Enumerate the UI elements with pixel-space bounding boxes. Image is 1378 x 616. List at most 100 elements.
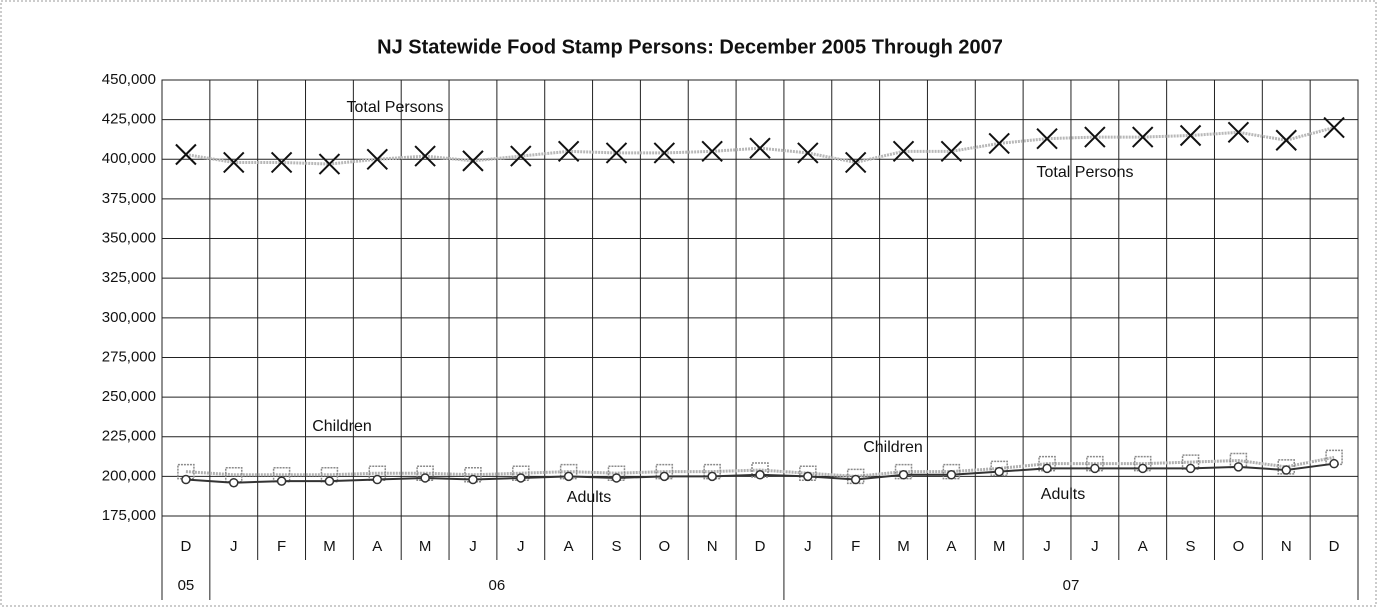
y-tick-label: 375,000 [102,190,156,207]
x-tick-label: D [180,538,191,555]
marker-x [701,140,723,163]
x-tick-label: O [658,538,670,555]
x-tick-label: N [707,538,718,555]
marker-x [366,148,388,170]
marker-circle [850,474,861,485]
x-tick-label: A [1138,538,1148,555]
x-tick-label: J [517,538,525,555]
marker-x [1036,127,1058,150]
marker-x [1132,126,1154,148]
y-tick-label: 175,000 [102,507,156,524]
marker-x [223,151,245,174]
annotation: Adults [1041,486,1085,503]
marker-x [1227,121,1250,144]
x-tick-label: S [611,538,621,555]
marker-x [557,140,580,163]
marker-circle [755,470,765,480]
x-tick-label: F [851,538,860,555]
marker-x [1084,126,1106,148]
marker-circle [1281,465,1291,475]
x-tick-label: J [1043,538,1051,555]
x-tick-label: O [1233,538,1245,555]
y-tick-label: 325,000 [102,269,156,286]
plot-border [161,79,1359,517]
y-tick-label: 275,000 [102,348,156,365]
marker-circle [898,470,909,480]
x-tick-label: N [1281,538,1292,555]
marker-x [1323,116,1345,139]
marker-x [414,145,436,167]
series-line [185,455,1335,478]
x-tick-label: J [804,538,812,555]
y-tick-label: 300,000 [102,309,156,326]
y-tick-label: 450,000 [102,71,156,88]
x-tick-label: D [755,538,766,555]
marker-x [797,142,819,164]
marker-circle [229,477,239,488]
series-line [185,126,1335,166]
annotation: Adults [567,489,611,506]
marker-x [605,142,628,164]
marker-circle [611,473,622,483]
x-tick-label: F [277,538,286,555]
marker-circle [1137,463,1148,474]
marker-x [749,137,771,159]
marker-circle [1233,462,1244,472]
annotation: Total Persons [1037,164,1134,181]
annotation: Children [312,418,372,435]
marker-circle [1090,463,1100,474]
x-tick-label: M [323,538,336,555]
marker-circle [276,476,287,486]
marker-circle [707,471,717,482]
marker-circle [1329,458,1339,469]
annotation: Children [863,439,923,456]
x-tick-label: M [897,538,910,555]
x-tick-label: J [1091,538,1099,555]
y-tick-label: 350,000 [102,230,156,247]
marker-x [653,142,676,164]
marker-x [318,153,341,175]
x-group-label: 07 [1063,577,1080,594]
y-tick-label: 250,000 [102,388,156,405]
annotation: Total Persons [347,99,444,116]
x-tick-label: J [469,538,477,555]
marker-x [175,143,197,166]
marker-circle [324,476,335,486]
y-tick-label: 400,000 [102,150,156,167]
y-tick-label: 225,000 [102,428,156,445]
marker-circle [994,466,1004,477]
marker-x [1179,124,1202,147]
x-group-label: 05 [178,577,195,594]
y-tick-label: 200,000 [102,467,156,484]
x-tick-label: M [419,538,432,555]
x-tick-label: D [1329,538,1340,555]
marker-x [510,145,532,167]
marker-x [844,151,867,174]
marker-circle [563,471,574,482]
marker-x [940,140,963,163]
x-group-label: 06 [489,577,506,594]
marker-circle [468,474,478,485]
marker-circle [372,474,383,485]
marker-x [1275,129,1297,151]
marker-circle [420,473,430,483]
marker-x [892,140,915,163]
x-tick-label: A [372,538,382,555]
marker-x [462,150,484,172]
x-tick-label: S [1186,538,1196,555]
marker-x [988,132,1010,155]
marker-circle [1185,463,1196,474]
marker-circle [1042,463,1052,474]
x-tick-label: J [230,538,238,555]
y-tick-label: 425,000 [102,111,156,128]
chart-title: NJ Statewide Food Stamp Persons: Decembe… [377,36,1003,58]
marker-circle [659,471,670,482]
marker-circle [516,473,526,483]
x-tick-label: A [946,538,956,555]
marker-circle [946,470,957,480]
marker-circle [181,474,191,485]
x-tick-label: A [564,538,574,555]
x-tick-label: M [993,538,1006,555]
